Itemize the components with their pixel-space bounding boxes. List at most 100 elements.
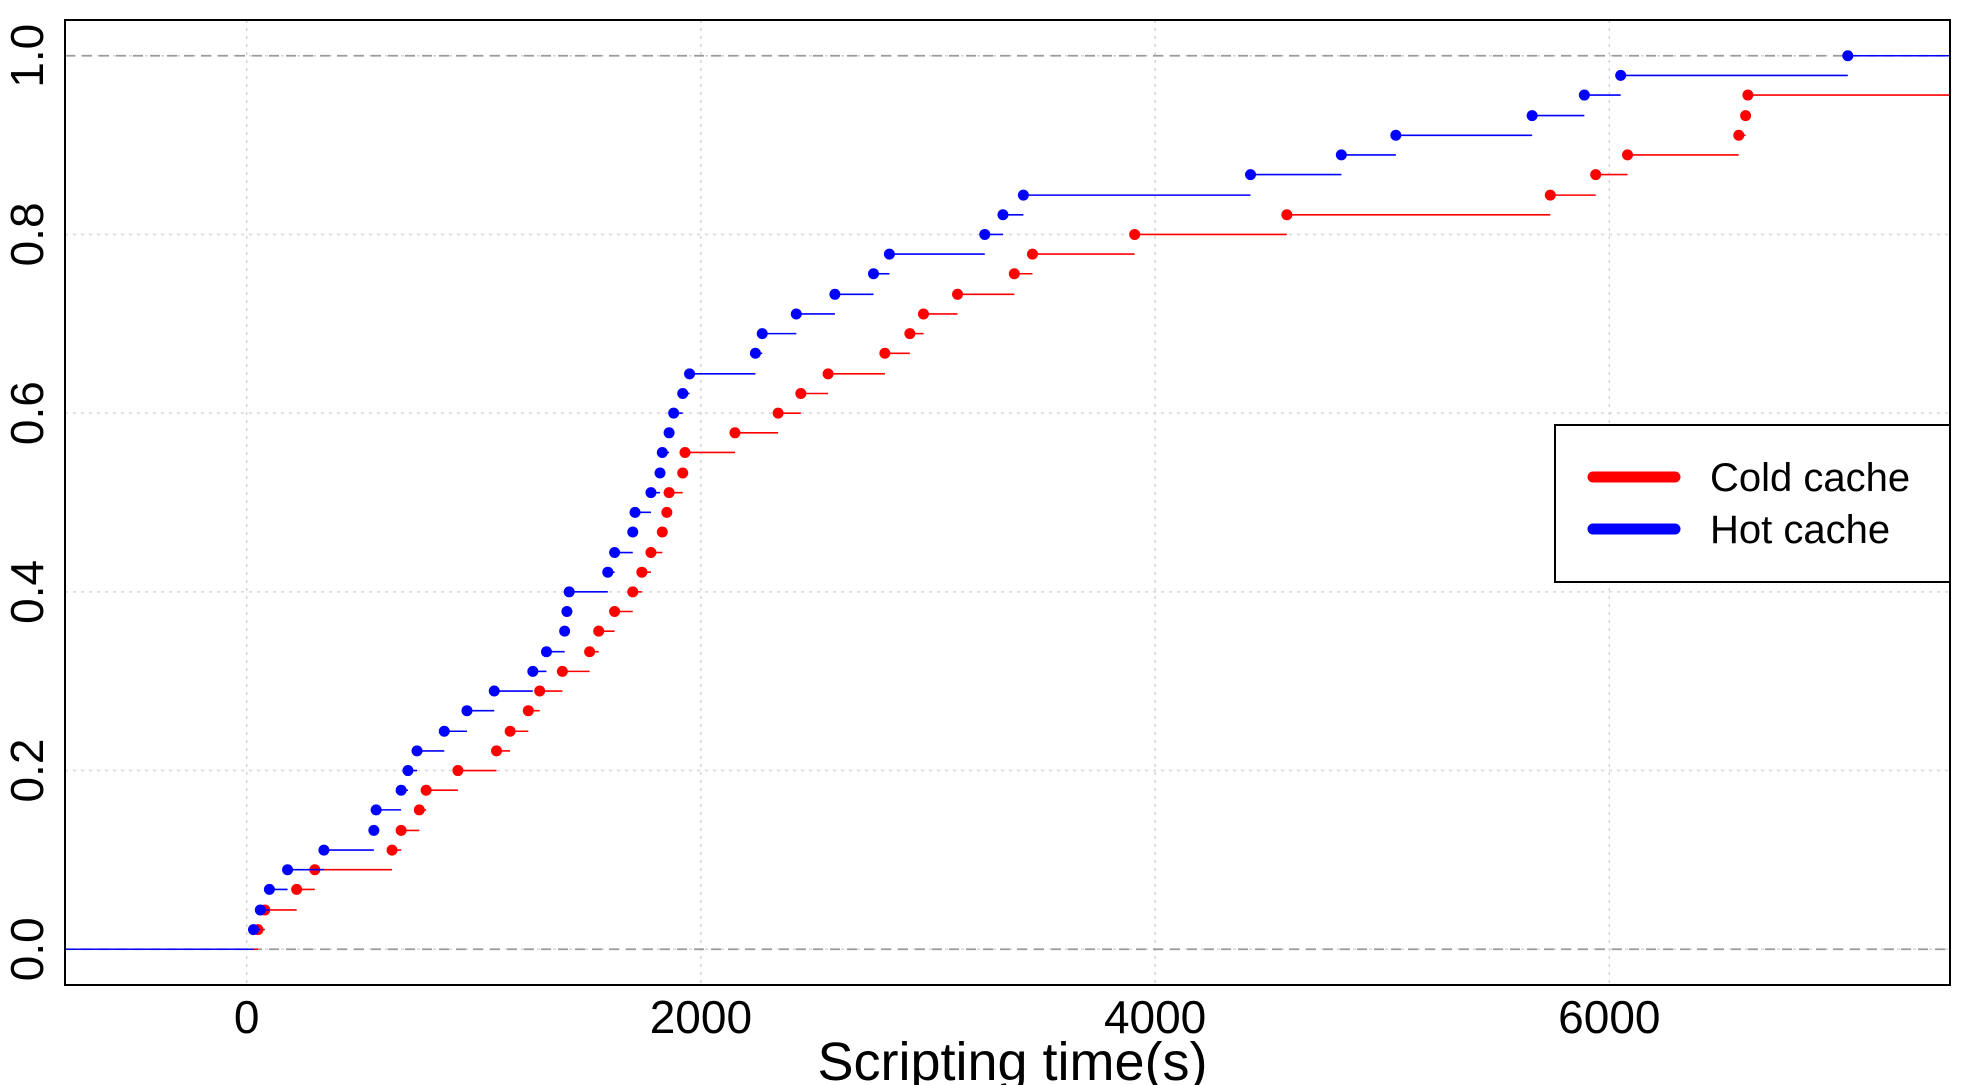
data-point [677, 387, 689, 399]
y-tick-label: 1.0 [1, 24, 53, 88]
data-point [1526, 110, 1538, 122]
data-point [656, 446, 668, 458]
data-point [790, 308, 802, 320]
y-tick-label: 0.6 [1, 381, 53, 445]
data-point [663, 427, 675, 439]
data-point [684, 368, 696, 380]
data-point [402, 765, 414, 777]
data-point [749, 347, 761, 359]
series-hot-cache [65, 50, 1950, 951]
legend-box [1554, 424, 1951, 583]
data-point [663, 487, 675, 499]
data-point [1129, 228, 1141, 240]
data-point [654, 467, 666, 479]
y-tick-label: 0.0 [1, 917, 53, 981]
data-point [395, 784, 407, 796]
data-point [263, 883, 275, 895]
legend-label: Hot cache [1710, 508, 1890, 552]
data-point [661, 506, 673, 518]
data-point [1281, 209, 1293, 221]
x-axis-title: Scripting time(s) [817, 1032, 1207, 1085]
data-point [636, 566, 648, 578]
data-point [1245, 169, 1257, 181]
data-point [1026, 248, 1038, 260]
y-tick-label: 0.4 [1, 560, 53, 624]
legend-label: Cold cache [1710, 456, 1910, 500]
data-point [822, 368, 834, 380]
data-point [563, 586, 575, 598]
data-point [534, 685, 546, 697]
data-point [368, 824, 380, 836]
data-point [461, 705, 473, 717]
data-point [559, 625, 571, 637]
data-point [395, 824, 407, 836]
data-point [645, 547, 657, 559]
data-point [627, 526, 639, 538]
reference-lines [65, 54, 1950, 951]
data-point [1390, 129, 1402, 141]
data-point [556, 665, 568, 677]
data-point [1008, 268, 1020, 280]
data-point [609, 547, 621, 559]
data-point [254, 904, 266, 916]
data-point [795, 387, 807, 399]
data-point [488, 685, 500, 697]
data-point [1017, 189, 1029, 201]
x-tick-label: 0 [234, 991, 260, 1043]
data-point [609, 606, 621, 618]
data-point [917, 308, 929, 320]
data-point [593, 625, 605, 637]
data-point [629, 506, 641, 518]
data-point [1740, 110, 1752, 122]
x-tick-label: 4000 [1104, 991, 1206, 1043]
series-cold-cache [65, 89, 1950, 951]
y-tick-label: 0.2 [1, 739, 53, 803]
x-tick-label: 2000 [650, 991, 752, 1043]
data-point [452, 765, 464, 777]
data-point [527, 665, 539, 677]
data-point [522, 705, 534, 717]
data-point [829, 288, 841, 300]
data-point [1742, 89, 1754, 101]
data-point [1335, 149, 1347, 161]
data-point [540, 646, 552, 658]
data-point [979, 228, 991, 240]
x-tick-label: 6000 [1558, 991, 1660, 1043]
data-point [561, 606, 573, 618]
data-point [645, 487, 657, 499]
data-point [756, 328, 768, 340]
data-point [1544, 189, 1556, 201]
data-point [868, 268, 880, 280]
data-point [411, 745, 423, 757]
data-point [1842, 50, 1854, 62]
y-tick-label: 0.8 [1, 202, 53, 266]
data-point [282, 864, 294, 876]
data-point [584, 646, 596, 658]
data-point [370, 804, 382, 816]
data-point [1733, 129, 1745, 141]
data-point [952, 288, 964, 300]
data-point [1590, 169, 1602, 181]
data-point [879, 347, 891, 359]
data-point [413, 804, 425, 816]
x-tick-labels: 0 2000 4000 6000 [234, 991, 1661, 1043]
data-point [677, 467, 689, 479]
data-point [729, 427, 741, 439]
y-tick-labels: 0.0 0.2 0.4 0.6 0.8 1.0 [1, 24, 53, 981]
data-point [504, 725, 516, 737]
data-point [1622, 149, 1634, 161]
data-point [1615, 69, 1627, 81]
data-point [291, 883, 303, 895]
data-point [1578, 89, 1590, 101]
data-point [248, 924, 259, 936]
data-point [438, 725, 450, 737]
data-point [679, 446, 691, 458]
data-point [420, 784, 432, 796]
data-point [772, 407, 784, 419]
legend: Cold cache Hot cache [1554, 424, 1951, 583]
data-point [883, 248, 895, 260]
series-layer [65, 50, 1950, 951]
data-point [318, 844, 330, 856]
data-point [997, 209, 1009, 221]
data-point [668, 407, 680, 419]
